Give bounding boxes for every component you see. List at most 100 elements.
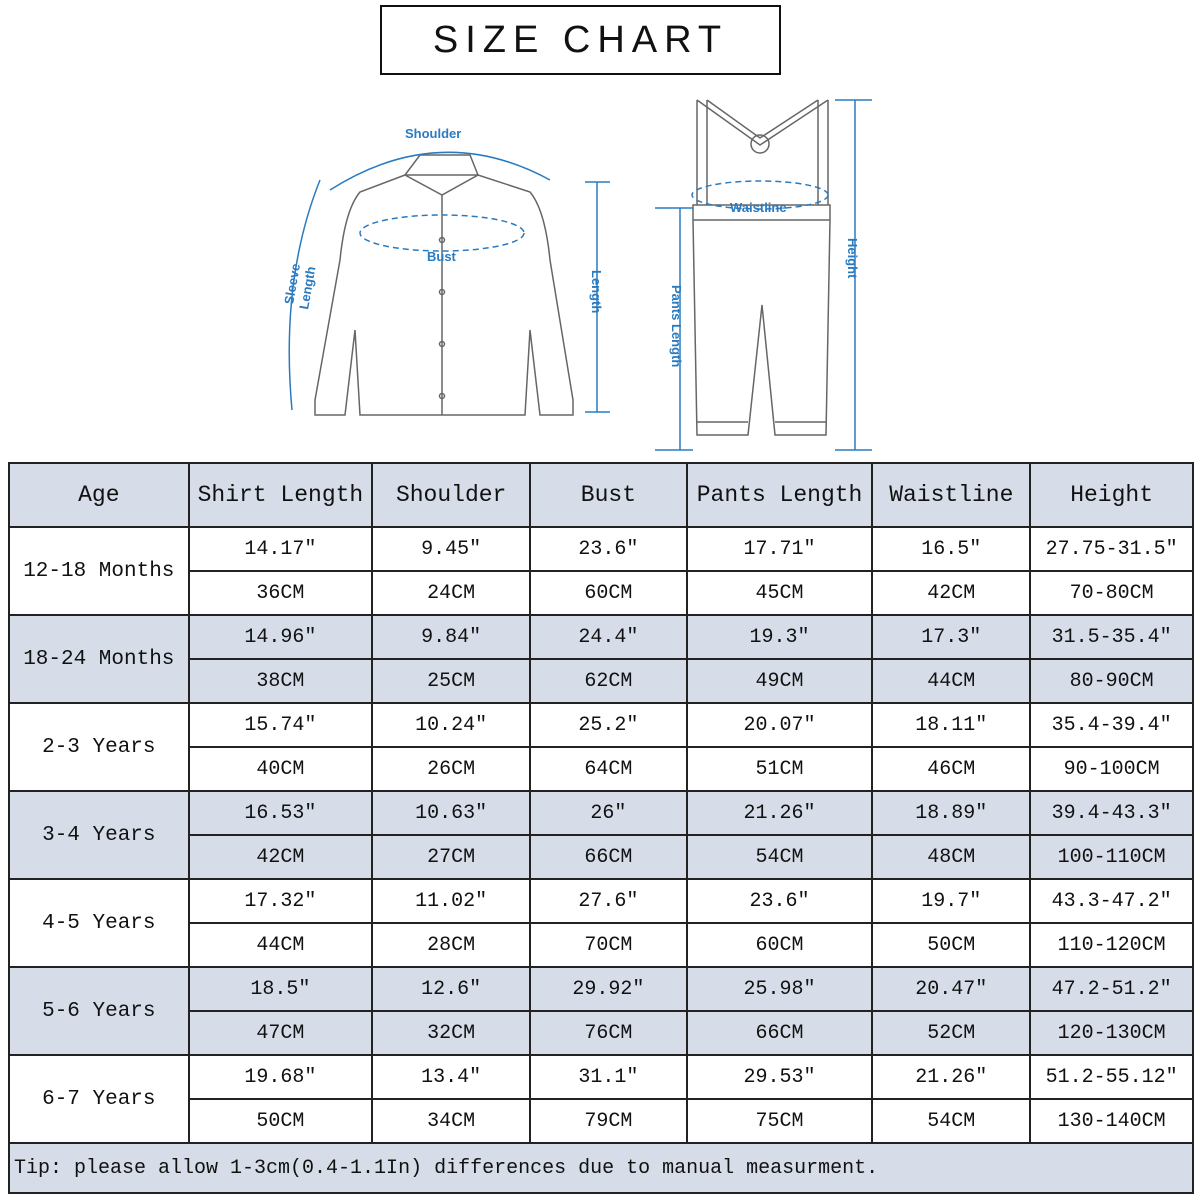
cm-cell: 24CM	[371, 570, 532, 616]
inch-cell: 23.6″	[685, 878, 874, 924]
inch-cell: 18.89″	[871, 790, 1032, 836]
cm-cell: 54CM	[871, 1098, 1032, 1144]
inch-cell: 15.74″	[187, 702, 374, 748]
page-title: SIZE CHART	[380, 5, 781, 75]
cm-cell: 52CM	[871, 1010, 1032, 1056]
pants-illustration	[692, 99, 831, 436]
table-row: 12-18 Months 14.17″ 9.45″ 23.6″ 17.71″ 16.5″ 2…	[8, 526, 1194, 616]
cm-cell: 75CM	[685, 1098, 874, 1144]
cm-cell: 79CM	[529, 1098, 688, 1144]
inch-cell: 20.07″	[685, 702, 874, 748]
inch-cell: 10.24″	[371, 702, 532, 748]
inch-cell: 20.47″	[871, 966, 1032, 1012]
table-row: 5-6 Years 18.5″ 12.6″ 29.92″ 25.98″ 20.47″ 47.…	[8, 966, 1194, 1056]
inch-cell: 17.71″	[685, 526, 874, 572]
age-cell: 5-6 Years	[8, 966, 190, 1056]
table-row: 38CM 25CM 62CM 49CM 44CM 80-90CM	[9, 658, 1194, 704]
cm-cell: 76CM	[529, 1010, 688, 1056]
inch-cell: 23.6″	[529, 526, 688, 572]
cm-cell: 42CM	[187, 834, 374, 880]
inch-cell: 21.26″	[685, 790, 874, 836]
table-row: 2-3 Years 15.74″ 10.24″ 25.2″ 20.07″ 18.11″ 35…	[8, 702, 1194, 792]
column-header: Waistline	[871, 462, 1032, 528]
inch-cell: 29.92″	[529, 966, 688, 1012]
shoulder-label: Shoulder	[405, 126, 461, 141]
inch-cell: 31.1″	[529, 1054, 688, 1100]
table-row: 47CM 32CM 76CM 66CM 52CM 120-130CM	[9, 1010, 1194, 1056]
cm-cell: 45CM	[685, 570, 874, 616]
inch-cell: 12.6″	[371, 966, 532, 1012]
column-header: Pants Length	[685, 462, 874, 528]
inch-cell: 51.2-55.12″	[1029, 1054, 1194, 1100]
length-label: Length	[589, 270, 604, 313]
cm-cell: 47CM	[187, 1010, 374, 1056]
shirt-illustration	[314, 154, 574, 416]
table-row: 40CM 26CM 64CM 51CM 46CM 90-100CM	[9, 746, 1194, 792]
inch-cell: 16.5″	[871, 526, 1032, 572]
height-label: Height	[845, 238, 860, 279]
inch-cell: 27.75-31.5″	[1029, 526, 1194, 572]
cm-cell: 50CM	[187, 1098, 374, 1144]
inch-cell: 21.26″	[871, 1054, 1032, 1100]
cm-cell: 38CM	[187, 658, 374, 704]
column-header: Bust	[529, 462, 688, 528]
table-row: 6-7 Years 19.68″ 13.4″ 31.1″ 29.53″ 21.26″ 51.…	[8, 1054, 1194, 1144]
cm-cell: 90-100CM	[1029, 746, 1194, 792]
table-row: 50CM 34CM 79CM 75CM 54CM 130-140CM	[9, 1098, 1194, 1144]
cm-cell: 80-90CM	[1029, 658, 1194, 704]
table-row: 36CM 24CM 60CM 45CM 42CM 70-80CM	[9, 570, 1194, 616]
table-row: 18-24 Months 14.96″ 9.84″ 24.4″ 19.3″ 17.3″ 31…	[8, 614, 1194, 704]
garment-diagram: Shoulder Bust Sleeve Length Length Waist…	[281, 99, 872, 451]
tip-row: Tip: please allow 1-3cm(0.4-1.1In) diffe…	[8, 1142, 1194, 1194]
cm-cell: 64CM	[529, 746, 688, 792]
cm-cell: 60CM	[529, 570, 688, 616]
inch-cell: 14.96″	[187, 614, 374, 660]
cm-cell: 130-140CM	[1029, 1098, 1194, 1144]
inch-cell: 19.68″	[187, 1054, 374, 1100]
cm-cell: 27CM	[371, 834, 532, 880]
cm-cell: 100-110CM	[1029, 834, 1194, 880]
cm-cell: 110-120CM	[1029, 922, 1194, 968]
cm-cell: 32CM	[371, 1010, 532, 1056]
inch-cell: 19.3″	[685, 614, 874, 660]
inch-cell: 11.02″	[371, 878, 532, 924]
inch-cell: 29.53″	[685, 1054, 874, 1100]
age-cell: 6-7 Years	[8, 1054, 190, 1144]
inch-cell: 18.5″	[187, 966, 374, 1012]
inch-cell: 43.3-47.2″	[1029, 878, 1194, 924]
cm-cell: 120-130CM	[1029, 1010, 1194, 1056]
pants-length-label: Pants Length	[669, 285, 684, 367]
cm-cell: 50CM	[871, 922, 1032, 968]
cm-cell: 26CM	[371, 746, 532, 792]
pants-measurements	[655, 99, 872, 451]
cm-cell: 28CM	[371, 922, 532, 968]
inch-cell: 17.3″	[871, 614, 1032, 660]
waistline-label: Waistline	[730, 200, 787, 215]
bust-label: Bust	[427, 249, 457, 264]
age-cell: 2-3 Years	[8, 702, 190, 792]
cm-cell: 34CM	[371, 1098, 532, 1144]
cm-cell: 49CM	[685, 658, 874, 704]
inch-cell: 25.2″	[529, 702, 688, 748]
shirt-measurements	[288, 151, 610, 413]
inch-cell: 14.17″	[187, 526, 374, 572]
table-row: 3-4 Years 16.53″ 10.63″ 26″ 21.26″ 18.89″ 39.4…	[8, 790, 1194, 880]
cm-cell: 51CM	[685, 746, 874, 792]
inch-cell: 13.4″	[371, 1054, 532, 1100]
header-row: Age Shirt Length Shoulder Bust Pants Length W…	[8, 462, 1194, 528]
cm-cell: 66CM	[685, 1010, 874, 1056]
inch-cell: 9.45″	[371, 526, 532, 572]
inch-cell: 25.98″	[685, 966, 874, 1012]
cm-cell: 70CM	[529, 922, 688, 968]
column-header: Age	[8, 462, 190, 528]
sleeve-label-2: Length	[296, 265, 318, 310]
inch-cell: 39.4-43.3″	[1029, 790, 1194, 836]
sleeve-label-1: Sleeve	[281, 262, 303, 305]
size-table: Age Shirt Length Shoulder Bust Pants Length W…	[8, 462, 1194, 1194]
cm-cell: 36CM	[187, 570, 374, 616]
inch-cell: 17.32″	[187, 878, 374, 924]
column-header: Shirt Length	[187, 462, 374, 528]
cm-cell: 62CM	[529, 658, 688, 704]
inch-cell: 35.4-39.4″	[1029, 702, 1194, 748]
inch-cell: 27.6″	[529, 878, 688, 924]
